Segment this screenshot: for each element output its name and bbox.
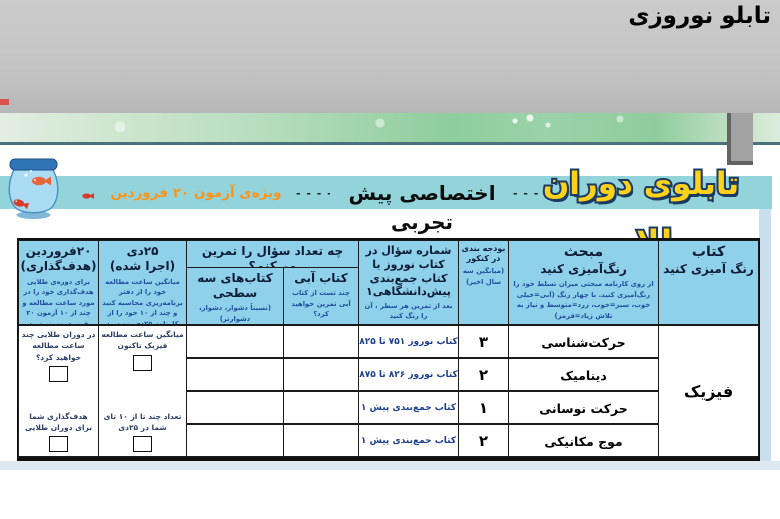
- header-topic-title: مبحث: [563, 244, 604, 260]
- header-dey25-column: ۲۵دی (اجرا شده) میانگین ساعت مطالعه خود …: [98, 240, 187, 325]
- table-row-qnum: کتاب جمع‌بندی پیش ۱: [358, 391, 459, 424]
- header-book-title: کتاب: [691, 244, 726, 260]
- divider-line: [0, 142, 780, 145]
- table-row-topic: دینامیک: [508, 358, 659, 391]
- gray-tab-shape: [727, 113, 753, 165]
- table-row-qnum: کتاب نوروز ۷۵۱ تا ۸۲۵: [358, 325, 459, 358]
- table-row-budget: ۱: [458, 391, 509, 424]
- far20-bottom-text: هدف‌گذاری شما برای دوران طلایی: [24, 411, 93, 432]
- dey25-body-cell: میانگین ساعت مطالعه فیزیک تاکنون تعداد چ…: [98, 325, 187, 457]
- header-book-subtitle: رنگ آمیزی کنید: [663, 261, 754, 276]
- header-far20-subtitle: (هدف‌گذاری): [20, 259, 97, 273]
- header-qnum-note: بعد از تمرین هر سطر ، آن را رنگ کنید: [364, 301, 453, 321]
- header-topic-note: از روی کارنامه مبحثی میزان تسلط خود را ر…: [513, 280, 654, 320]
- page-right-edge: [759, 209, 771, 461]
- banner-band: [0, 176, 772, 209]
- header-budget-note: (میانگین سه سال اخیر): [462, 267, 505, 286]
- three-level-fill-cell[interactable]: [186, 358, 284, 391]
- slide-title: تابلو نوروزی: [628, 3, 771, 29]
- table-row-qnum: کتاب جمع‌بندی پیش ۱: [358, 424, 459, 457]
- table-row-budget: ۲: [458, 358, 509, 391]
- fish-icon: [32, 176, 51, 186]
- dash-separator: - - - - -: [296, 187, 330, 200]
- table-row-topic: موج مکانیکی: [508, 424, 659, 457]
- header-far20-column: ۲۰فروردین (هدف‌گذاری) برای دوره‌ی طلایی …: [18, 240, 99, 325]
- header-qnum-column: شماره سؤال در کتاب نوروز یا کتاب جمع‌بند…: [358, 240, 459, 325]
- blue-book-fill-cell[interactable]: [283, 325, 359, 358]
- header-budget-title: بودجه بندی در کنکور: [461, 244, 506, 263]
- blue-book-fill-cell[interactable]: [283, 391, 359, 424]
- table-row-budget: ۲: [458, 424, 509, 457]
- mini-fish-icon: [82, 193, 94, 199]
- dey25-bottom-block: تعداد چند تا از ۱۰ تای شما در ۲۵دی: [101, 411, 184, 454]
- table-row-topic: حرکت‌شناسی: [508, 325, 659, 358]
- checkbox[interactable]: [133, 436, 152, 452]
- blue-book-fill-cell[interactable]: [283, 358, 359, 391]
- checkbox[interactable]: [49, 365, 68, 382]
- header-budget-column: بودجه بندی در کنکور (میانگین سه سال اخیر…: [458, 240, 509, 325]
- table-row-budget: ۳: [458, 325, 509, 358]
- table-row-topic: حرکت نوسانی: [508, 391, 659, 424]
- fishbowl-icon: [8, 158, 59, 219]
- checkbox[interactable]: [49, 436, 68, 452]
- dey25-top-block: میانگین ساعت مطالعه فیزیک تاکنون: [101, 329, 184, 372]
- header-far20-title: ۲۰فروردین: [25, 244, 92, 258]
- slide-header-area: [0, 0, 780, 113]
- header-topic-subtitle: رنگ‌آمیزی کنید: [540, 261, 627, 276]
- header-book-column: کتاب رنگ آمیزی کنید: [658, 240, 759, 325]
- decorative-green-band: [0, 113, 780, 142]
- dash-separator: - - - -: [513, 187, 539, 200]
- far20-top-text: در دوران طلایی چند ساعت مطالعه خواهید کر…: [21, 330, 96, 362]
- header-qnum-title: شماره سؤال در کتاب نوروز یا کتاب جمع‌بند…: [365, 244, 452, 299]
- far20-bottom-block: هدف‌گذاری شما برای دوران طلایی: [21, 411, 96, 454]
- book-label: فیزیک: [683, 381, 734, 401]
- header-topic-column: مبحث رنگ‌آمیزی کنید از روی کارنامه مبحثی…: [508, 240, 659, 325]
- banner-special-label: ویژه‌ی آزمون ۲۰ فروردین: [110, 185, 282, 201]
- header-practice-group-title: چه تعداد سؤال را تمرین می‌کنم؟: [201, 244, 344, 268]
- three-level-fill-cell[interactable]: [186, 391, 284, 424]
- far20-body-cell: در دوران طلایی چند ساعت مطالعه خواهید کر…: [18, 325, 99, 457]
- checkbox[interactable]: [133, 354, 152, 371]
- dey25-top-text: میانگین ساعت مطالعه فیزیک تاکنون: [101, 330, 184, 351]
- header-dey25-note: میانگین ساعت مطالعه خود را از دفتر برنام…: [102, 277, 183, 325]
- header-dey25-subtitle: (اجرا شده): [109, 259, 176, 273]
- header-dey25-title: ۲۵دی: [126, 244, 159, 258]
- book-cell-physics: فیزیک: [658, 325, 759, 457]
- header-three-level-column: کتاب‌های سه سطحی (نسبتاً دشوار، دشوار، د…: [186, 267, 284, 325]
- three-level-fill-cell[interactable]: [186, 424, 284, 457]
- far20-top-block: در دوران طلایی چند ساعت مطالعه خواهید کر…: [21, 329, 96, 383]
- blue-book-fill-cell[interactable]: [283, 424, 359, 457]
- header-three-level-title: کتاب‌های سه سطحی: [197, 271, 273, 300]
- banner-subtitle: اختصاصی پیش تجربی: [348, 181, 496, 234]
- three-level-fill-cell[interactable]: [186, 325, 284, 358]
- header-far20-note: برای دوره‌ی طلایی هدف‌گذاری خود را در مو…: [22, 277, 95, 325]
- header-blue-book-title: کتاب آبی: [294, 271, 348, 285]
- header-blue-book-column: کتاب آبی چند تست از کتاب آبی تمرین خواهی…: [283, 267, 359, 325]
- table-row-qnum: کتاب نوروز ۸۲۶ تا ۸۷۵: [358, 358, 459, 391]
- fish-icon: [13, 199, 30, 210]
- header-blue-book-note: چند تست از کتاب آبی تمرین خواهید کرد؟: [291, 289, 351, 319]
- dey25-bottom-text: تعداد چند تا از ۱۰ تای شما در ۲۵دی: [103, 411, 182, 432]
- red-sliver-decor: [0, 99, 9, 105]
- banner-gold-title: تابلوی دوران طلایی: [541, 164, 741, 262]
- header-three-level-note: (نسبتاً دشوار، دشوار، دشوارتر): [199, 304, 271, 323]
- header-practice-group: چه تعداد سؤال را تمرین می‌کنم؟: [186, 240, 359, 268]
- page-bottom-edge: [0, 461, 780, 470]
